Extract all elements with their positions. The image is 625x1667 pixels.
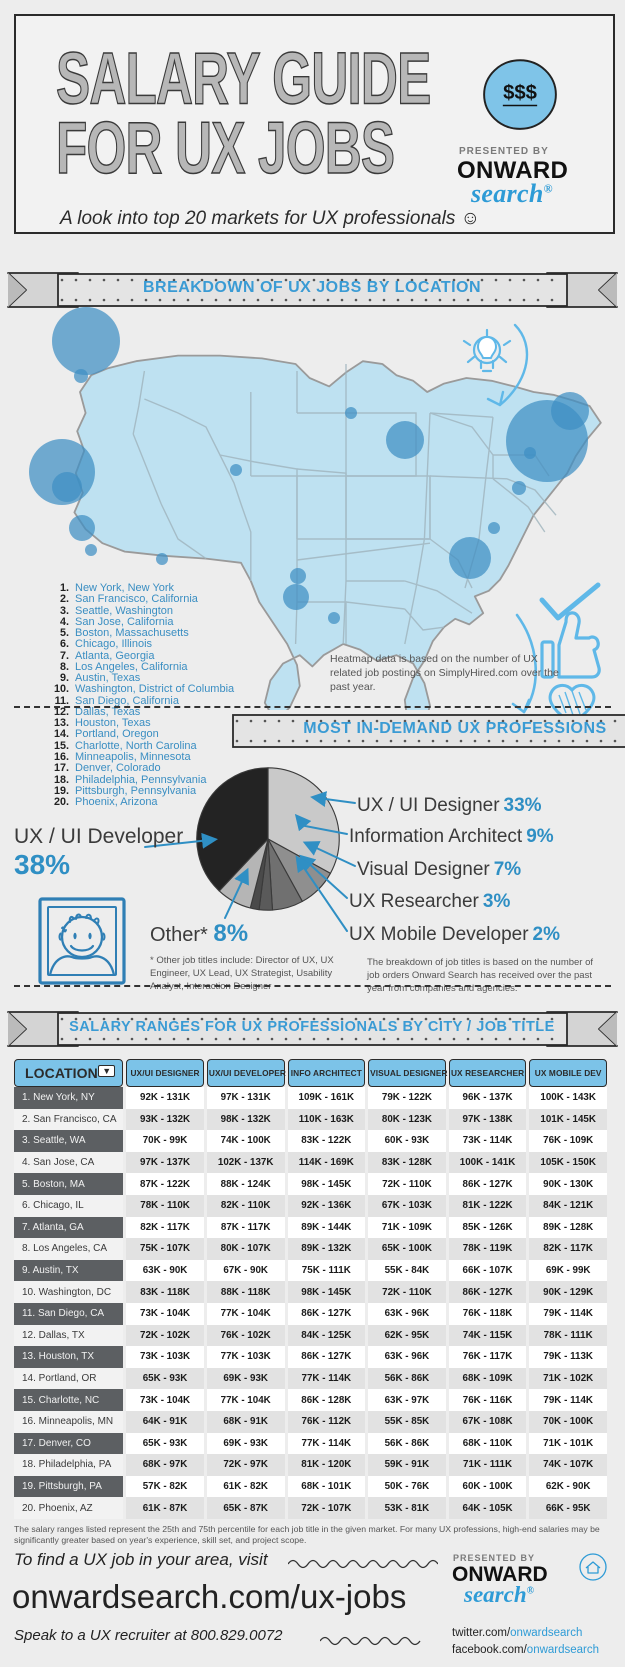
svg-text:SALARY RANGES FOR UX PROFESSIO: SALARY RANGES FOR UX PROFESSIONALS BY CI… — [69, 1019, 555, 1035]
